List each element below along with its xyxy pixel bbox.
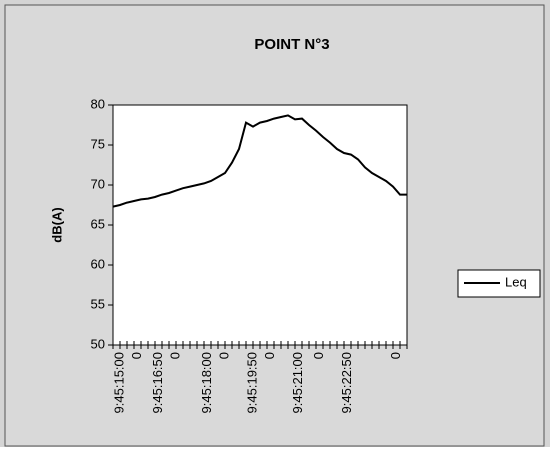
x-tick-label: 0 xyxy=(216,352,231,359)
y-tick-label: 55 xyxy=(91,296,105,311)
x-tick-label: 0 xyxy=(167,352,182,359)
chart-title: POINT N°3 xyxy=(254,36,329,53)
x-tick-label: 9:45:18:00 xyxy=(199,352,214,413)
y-tick-label: 50 xyxy=(91,336,105,351)
x-tick-label: 0 xyxy=(388,352,403,359)
x-tick-label: 9:45:22:50 xyxy=(339,352,354,413)
x-tick-label: 0 xyxy=(262,352,277,359)
legend-label: Leq xyxy=(505,274,527,289)
x-tick-label: 0 xyxy=(129,352,144,359)
line-series xyxy=(112,114,407,208)
y-tick-label: 75 xyxy=(91,136,105,151)
y-tick-label: 60 xyxy=(91,256,105,271)
x-tick-label: 9:45:15:00 xyxy=(111,352,126,413)
x-tick-label: 9:45:19:50 xyxy=(244,352,259,413)
y-axis-label: dB(A) xyxy=(49,207,64,242)
y-tick-label: 80 xyxy=(91,96,105,111)
x-tick-label: 9:45:16:50 xyxy=(150,352,165,413)
x-tick-label: 0 xyxy=(311,352,326,359)
y-tick-label: 65 xyxy=(91,216,105,231)
plot-area xyxy=(112,104,408,346)
y-tick-label: 70 xyxy=(91,176,105,191)
x-tick-label: 9:45:21:00 xyxy=(290,352,305,413)
